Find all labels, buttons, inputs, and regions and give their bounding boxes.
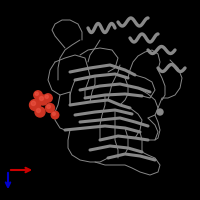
Circle shape [44,94,52,102]
Circle shape [45,95,48,98]
Circle shape [51,111,59,119]
Circle shape [30,99,40,110]
Circle shape [157,109,163,115]
Circle shape [36,108,40,112]
Circle shape [31,101,36,106]
Circle shape [34,91,42,99]
Circle shape [52,112,55,115]
Circle shape [38,95,48,105]
Circle shape [40,97,44,100]
Circle shape [35,107,45,117]
Circle shape [46,104,54,112]
Circle shape [47,105,50,108]
Circle shape [35,92,38,95]
